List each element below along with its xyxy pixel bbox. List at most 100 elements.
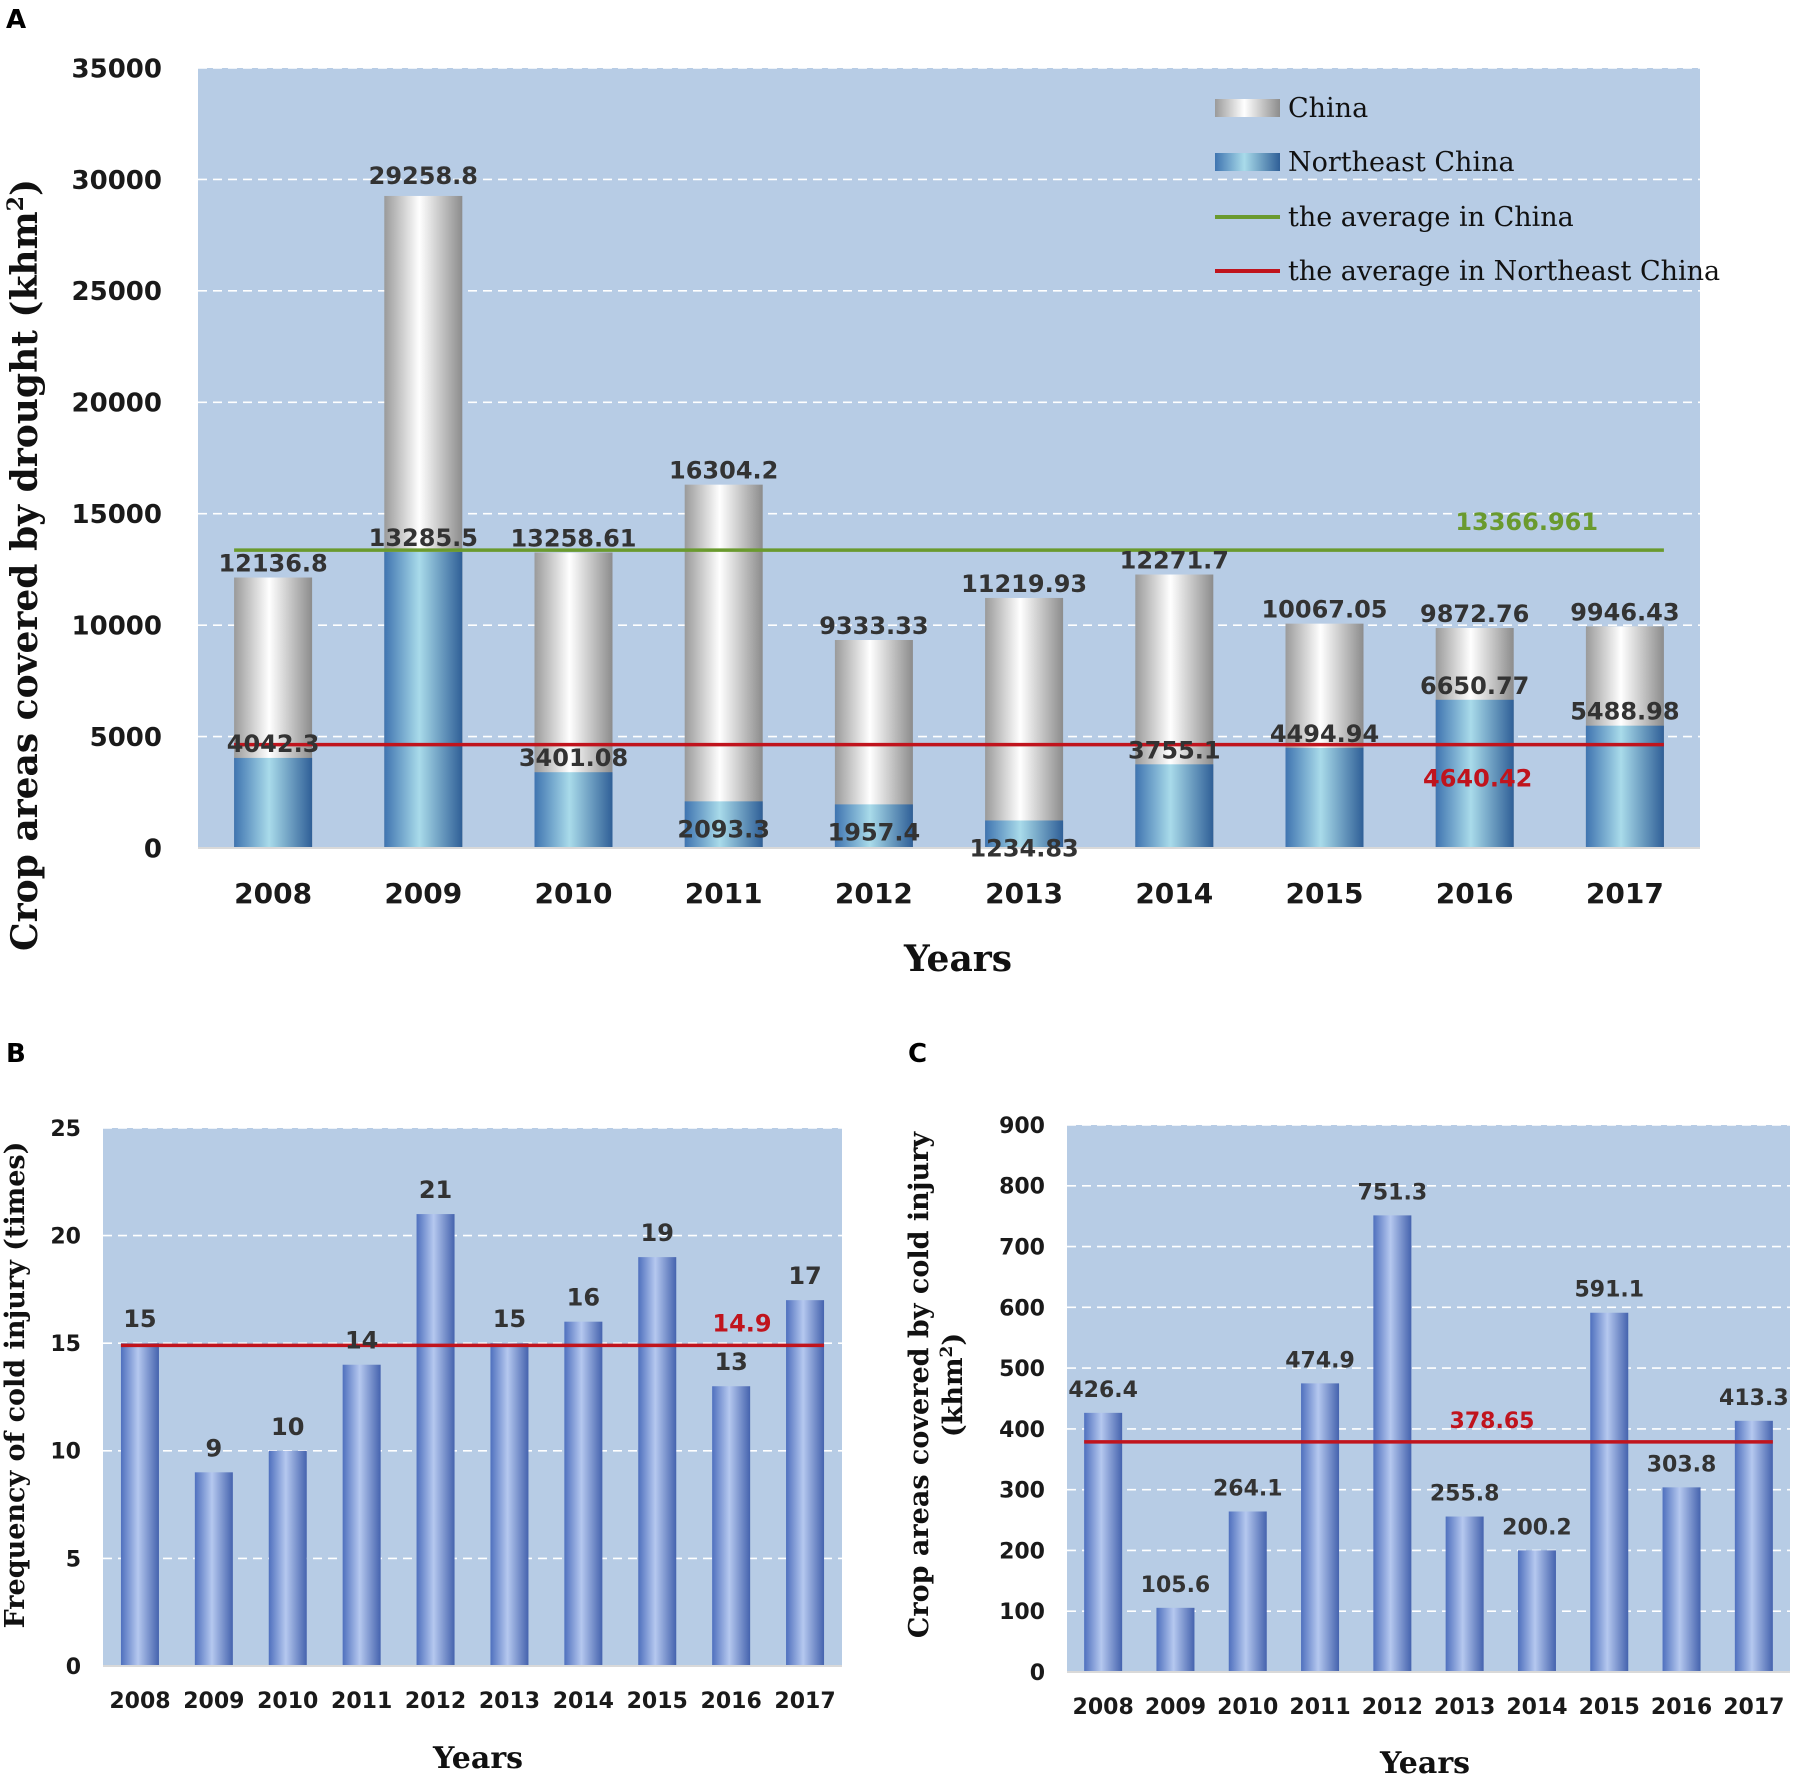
a-y-tick-label: 5000: [90, 723, 162, 753]
x-tick-2010: 2010: [535, 877, 613, 910]
b-bar-2013: [490, 1343, 529, 1666]
bar-china-2011: [684, 484, 763, 848]
b-x-tick-2008: 2008: [109, 1689, 170, 1714]
c-x-tick-2015: 2015: [1579, 1695, 1640, 1720]
c-bar-2013: [1445, 1516, 1484, 1672]
c-y-tick-label: 900: [999, 1114, 1045, 1139]
c-x-tick-2009: 2009: [1145, 1695, 1206, 1720]
x-tick-2017: 2017: [1586, 877, 1664, 910]
c-bar-2012: [1373, 1215, 1412, 1672]
label-china-2008: 12136.8: [218, 550, 327, 578]
c-label-2009: 105.6: [1141, 1573, 1211, 1598]
c-y-tick-label: 300: [999, 1479, 1045, 1504]
b-label-2010: 10: [271, 1413, 304, 1441]
b-label-2016: 13: [714, 1348, 747, 1376]
x-tick-2014: 2014: [1135, 877, 1213, 910]
c-y-tick-label: 200: [999, 1539, 1045, 1564]
panel-c-y-ticks: 0 100 200 300 400 500 600 700 800 900: [999, 1114, 1045, 1686]
legend-label-northeast: Northeast China: [1288, 147, 1515, 178]
c-x-tick-2008: 2008: [1073, 1695, 1134, 1720]
panel-a-bars: [234, 195, 1664, 848]
c-label-2012: 751.3: [1358, 1180, 1428, 1205]
panel-b-bars: [120, 1214, 825, 1666]
label-china-2017: 9946.43: [1570, 598, 1679, 626]
c-bar-2016: [1662, 1487, 1701, 1672]
panel-b-y-axis-title: Frequency of cold injury (times): [0, 1142, 31, 1629]
bar-northeast-2013: [985, 820, 1064, 848]
c-label-2013: 255.8: [1430, 1482, 1500, 1507]
panel-c-x-ticks: 2008 2009 2010 2011 2012 2013 2014 2015 2016 2017: [1073, 1695, 1785, 1720]
bar-northeast-2011: [684, 801, 763, 848]
a-y-tick-label: 15000: [72, 500, 162, 530]
label-northeast-2009: 13285.5: [369, 524, 478, 552]
c-x-tick-2014: 2014: [1506, 1695, 1567, 1720]
c-bar-2010: [1228, 1511, 1267, 1672]
c-y-tick-label: 800: [999, 1175, 1045, 1200]
b-bar-2012: [416, 1214, 455, 1666]
label-northeast-2013: 1234.83: [969, 834, 1078, 862]
c-label-2016: 303.8: [1647, 1452, 1717, 1477]
a-y-tick-label: 35000: [72, 54, 162, 84]
avg-label-china: 13366.961: [1455, 508, 1598, 536]
b-y-tick-label: 10: [50, 1440, 81, 1465]
legend-swatch-china: [1215, 99, 1280, 117]
panel-b-cold-frequency-chart: B 15 9 10 14 21 15 16 19 13 17 14.9 0 5 10 15 20 25 200…: [0, 1039, 842, 1776]
panel-a-letter: A: [6, 5, 26, 35]
b-label-2017: 17: [788, 1262, 821, 1290]
b-bar-2009: [194, 1472, 233, 1666]
c-x-tick-2017: 2017: [1723, 1695, 1784, 1720]
x-tick-2012: 2012: [835, 877, 913, 910]
b-x-tick-2016: 2016: [701, 1689, 762, 1714]
label-china-2009: 29258.8: [369, 162, 478, 190]
legend-label-avg-northeast: the average in Northeast China: [1288, 256, 1720, 287]
bar-northeast-2009: [384, 551, 463, 848]
b-x-tick-2013: 2013: [479, 1689, 540, 1714]
label-northeast-2011: 2093.3: [677, 815, 770, 843]
b-label-2012: 21: [419, 1176, 452, 1204]
x-tick-2013: 2013: [985, 877, 1063, 910]
b-bar-2014: [564, 1321, 603, 1666]
b-avg-label: 14.9: [712, 1309, 771, 1337]
legend-label-china: China: [1288, 93, 1368, 124]
panel-a-drought-chart: A 12136.8 4042.3 29258.8 13285.5 13258.61 340…: [3, 5, 1720, 980]
c-label-2011: 474.9: [1285, 1348, 1355, 1373]
label-china-2013: 11219.93: [961, 570, 1087, 598]
label-northeast-2017: 5488.98: [1570, 698, 1679, 726]
bar-northeast-2012: [834, 804, 913, 848]
bar-northeast-2016: [1435, 699, 1514, 848]
panel-b-letter: B: [6, 1039, 26, 1069]
panel-a-gridlines: [198, 67, 1700, 738]
b-bar-2016: [712, 1386, 751, 1666]
label-northeast-2010: 3401.08: [519, 744, 628, 772]
b-y-tick-label: 15: [50, 1332, 81, 1357]
x-tick-2011: 2011: [685, 877, 763, 910]
c-bar-2014: [1517, 1550, 1556, 1672]
b-x-tick-2014: 2014: [553, 1689, 614, 1714]
panel-a-x-ticks: 2008 2009 2010 2011 2012 2013 2014 2015 2016 2017: [234, 877, 1664, 910]
x-tick-2008: 2008: [234, 877, 312, 910]
panel-a-data-labels: 12136.8 4042.3 29258.8 13285.5 13258.61 3401.…: [218, 162, 1679, 863]
x-tick-2015: 2015: [1286, 877, 1364, 910]
c-x-tick-2010: 2010: [1217, 1695, 1278, 1720]
panel-a-x-axis-title: Years: [903, 938, 1012, 980]
panel-b-y-ticks: 0 5 10 15 20 25: [50, 1117, 81, 1680]
panel-a-y-axis-title: Crop areas covered by drought (khm2): [3, 179, 46, 951]
b-x-tick-2011: 2011: [331, 1689, 392, 1714]
label-china-2011: 16304.2: [669, 457, 778, 485]
panel-b-x-ticks: 2008 2009 2010 2011 2012 2013 2014 2015 2016 2017: [109, 1689, 835, 1714]
b-label-2013: 15: [493, 1305, 526, 1333]
label-china-2015: 10067.05: [1261, 596, 1387, 624]
b-x-tick-2017: 2017: [774, 1689, 835, 1714]
c-y-tick-label: 500: [999, 1357, 1045, 1382]
c-bar-2017: [1734, 1420, 1773, 1672]
b-label-2014: 16: [567, 1284, 600, 1312]
c-y-tick-label: 100: [999, 1600, 1045, 1625]
panel-c-x-axis-title: Years: [1379, 1746, 1470, 1780]
c-y-tick-label: 0: [1030, 1661, 1045, 1686]
label-china-2012: 9333.33: [819, 612, 928, 640]
c-bar-2008: [1084, 1412, 1123, 1672]
b-y-tick-label: 5: [66, 1547, 81, 1572]
avg-label-northeast: 4640.42: [1423, 765, 1532, 793]
legend-swatch-northeast: [1215, 153, 1280, 171]
